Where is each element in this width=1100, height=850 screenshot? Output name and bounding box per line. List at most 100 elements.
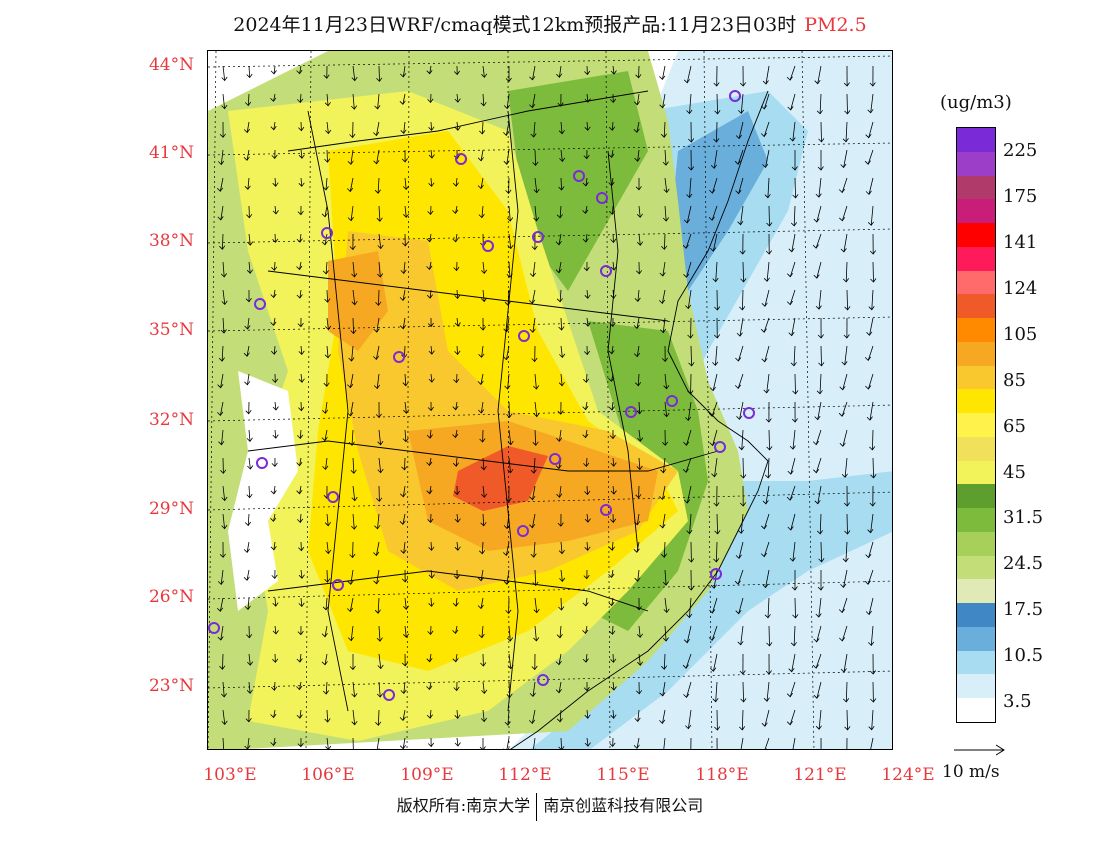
wind-arrow-head [272,210,279,215]
wind-arrow [637,569,640,582]
wind-arrow-head [584,490,591,496]
wind-arrow-head [270,517,277,522]
wind-arrow [685,653,692,669]
wind-arrow-head [503,524,510,530]
wind-arrow-head [243,548,250,554]
wind-arrow [376,737,380,749]
colorbar-segment [957,151,995,176]
wind-arrow [664,149,667,166]
wind-arrow-head [583,686,590,692]
wind-arrow-head [480,102,487,107]
wind-arrow-head [479,746,486,749]
wind-arrow [430,177,432,187]
colorbar-segment [957,341,995,367]
wind-arrow [586,317,589,327]
wind-arrow [662,485,666,500]
city-marker [327,491,339,503]
wind-arrow-head [634,157,641,162]
wind-arrow [713,653,718,672]
wind-arrow [716,513,718,534]
colorbar-segment [957,246,995,272]
wind-arrow-head [272,238,279,243]
wind-arrow [430,345,433,355]
wind-arrow-head [789,445,796,450]
wind-arrow-head [347,216,354,222]
graticule-lon-115 [605,51,611,749]
wind-arrow-head [217,216,224,221]
wind-arrow-head [477,576,484,582]
wind-arrow [377,93,380,109]
wind-arrow [326,541,329,554]
wind-arrow-head [787,470,794,475]
wind-arrow-head [864,160,871,165]
wind-arrow-head [428,154,435,159]
wind-arrow [793,205,796,226]
wind-arrow [480,177,484,189]
border-south [267,570,649,612]
wind-arrow-head [399,716,406,722]
wind-arrow [534,429,537,446]
wind-arrow [846,289,848,310]
wind-arrow-head [840,583,847,589]
wind-arrow [403,541,406,554]
wind-arrow-head [584,714,591,719]
wind-arrow [817,401,822,420]
wind-arrow [456,737,459,747]
wind-arrow-head [348,441,355,446]
colorbar-segment [957,555,995,580]
wind-arrow-head [636,465,643,471]
wind-arrow-head [786,76,793,81]
wind-arrow-head [766,222,773,227]
wind-arrow-head [322,270,329,275]
wind-arrow-head [245,717,252,723]
wind-arrow-head [787,272,794,278]
wind-arrow-head [480,717,488,723]
wind-arrow-head [271,462,278,468]
wind-arrow [845,261,848,282]
wind-arrow-head [426,265,433,271]
wind-arrow-head [245,101,252,107]
wind-arrow-head [531,245,538,251]
wind-arrow-head [400,73,407,78]
wind-arrow-head [531,665,538,671]
wind-arrow [559,205,562,218]
wind-arrow-head [479,130,486,135]
wind-arrow-head [426,434,433,439]
wind-arrow-head [426,489,433,495]
colorbar-segment [957,199,995,224]
wind-arrow [662,317,666,333]
wind-arrow-head [426,461,433,467]
wind-arrow [532,485,536,500]
wind-arrow-head [347,187,354,193]
wind-arrow-head [683,693,690,699]
wind-arrow [742,681,744,702]
colorbar-segment [957,603,995,628]
wind-arrow-head [633,352,641,358]
wind-arrow-head [634,521,641,526]
wind-arrow [324,233,328,245]
wind-arrow-head [792,390,799,395]
wind-arrow [326,345,329,358]
wind-arrow-head [685,724,692,730]
wind-arrow-head [347,160,354,165]
wind-arrow [765,569,770,588]
wind-arrow [506,317,510,332]
colorbar-label: 24.5 [1003,553,1044,574]
wind-arrow [376,569,380,584]
colorbar-label: 85 [1003,370,1026,391]
wind-arrow [585,373,588,383]
wind-arrow-head [349,665,356,671]
wind-arrow [325,177,328,190]
wind-arrow [246,149,250,161]
wind-arrow-head [375,301,382,306]
wind-arrow-head [637,241,644,246]
wind-arrow-head [818,558,825,563]
wind-arrow [534,373,537,390]
wind-arrow [220,401,224,416]
wind-arrow-head [708,412,715,417]
wind-arrow-head [478,409,485,414]
wind-arrow-head [814,415,821,421]
wind-arrow-head [503,580,510,585]
wind-arrow [841,625,848,642]
wind-arrow [686,681,692,698]
